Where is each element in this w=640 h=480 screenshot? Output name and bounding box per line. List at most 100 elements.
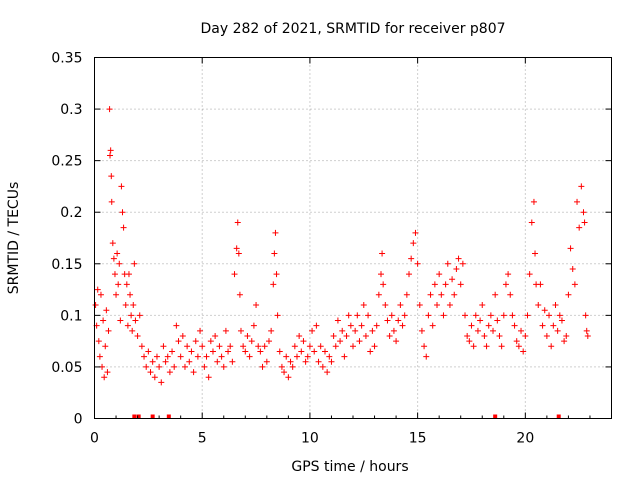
data-point (373, 322, 380, 329)
data-point (513, 338, 520, 345)
data-points (92, 106, 591, 386)
data-point (205, 374, 212, 381)
data-point (306, 343, 313, 350)
data-point (236, 291, 243, 298)
data-point (130, 302, 137, 309)
data-point (103, 307, 110, 314)
data-point (304, 353, 311, 360)
data-point (379, 250, 386, 257)
data-point (362, 332, 369, 339)
data-point (440, 312, 447, 319)
data-point (164, 353, 171, 360)
data-point (334, 317, 341, 324)
data-point (96, 353, 103, 360)
y-tick-label: 0.05 (51, 360, 82, 376)
data-gap-marker (136, 414, 141, 419)
data-point (134, 332, 141, 339)
data-point (511, 322, 518, 329)
data-point (530, 198, 537, 205)
data-point (244, 332, 251, 339)
data-point (425, 312, 432, 319)
y-tick-label: 0 (74, 412, 83, 428)
data-point (500, 312, 507, 319)
data-point (212, 332, 219, 339)
data-point (546, 312, 553, 319)
data-point (276, 348, 283, 355)
data-point (120, 224, 127, 231)
data-point (268, 327, 275, 334)
data-point (537, 281, 544, 288)
data-point (184, 343, 191, 350)
data-point (552, 302, 559, 309)
data-point (515, 343, 522, 350)
data-point (505, 271, 512, 278)
data-point (110, 255, 117, 262)
data-point (255, 343, 262, 350)
data-point (518, 327, 525, 334)
data-point (94, 286, 101, 293)
y-tick-label: 0.2 (60, 205, 82, 221)
data-point (197, 327, 204, 334)
x-tick-label: 20 (516, 431, 534, 447)
data-point (498, 343, 505, 350)
data-point (326, 353, 333, 360)
data-point (444, 260, 451, 267)
data-point (427, 291, 434, 298)
data-point (218, 353, 225, 360)
data-gap-marker (166, 414, 171, 419)
data-point (192, 338, 199, 345)
data-point (367, 348, 374, 355)
data-point (418, 327, 425, 334)
y-tick-label: 0.15 (51, 257, 82, 273)
data-point (214, 358, 221, 365)
data-point (97, 291, 104, 298)
y-axis-ticks: 0 0.05 0.1 0.15 0.2 0.25 0.3 0.35 (51, 51, 612, 428)
data-point (181, 363, 188, 370)
data-point (190, 369, 197, 376)
data-point (554, 327, 561, 334)
data-point (201, 363, 208, 370)
data-point (136, 312, 143, 319)
data-point (330, 332, 337, 339)
data-point (371, 343, 378, 350)
data-point (578, 183, 585, 190)
data-point (145, 348, 152, 355)
data-point (240, 343, 247, 350)
data-point (156, 363, 163, 370)
data-point (393, 338, 400, 345)
data-point (543, 332, 550, 339)
data-point (234, 219, 241, 226)
x-tick-label: 10 (301, 431, 319, 447)
data-point (298, 348, 305, 355)
data-point (291, 343, 298, 350)
data-point (520, 348, 527, 355)
data-point (257, 348, 264, 355)
data-point (273, 271, 280, 278)
data-point (179, 332, 186, 339)
data-point (166, 369, 173, 376)
data-point (337, 338, 344, 345)
data-point (128, 312, 135, 319)
data-point (253, 302, 260, 309)
data-point (321, 348, 328, 355)
data-point (175, 338, 182, 345)
y-axis-label: SRMTID / TECUs (6, 182, 22, 295)
data-point (401, 312, 408, 319)
data-point (567, 245, 574, 252)
data-point (147, 369, 154, 376)
data-point (127, 291, 134, 298)
y-tick-label: 0.25 (51, 154, 82, 170)
data-point (470, 343, 477, 350)
data-point (106, 106, 113, 113)
data-point (472, 312, 479, 319)
x-tick-label: 15 (409, 431, 427, 447)
data-point (222, 327, 229, 334)
data-point (207, 338, 214, 345)
data-point (382, 302, 389, 309)
data-point (408, 255, 415, 262)
data-point (107, 147, 114, 154)
data-point (101, 374, 108, 381)
data-point (296, 332, 303, 339)
data-point (535, 302, 542, 309)
data-point (477, 317, 484, 324)
